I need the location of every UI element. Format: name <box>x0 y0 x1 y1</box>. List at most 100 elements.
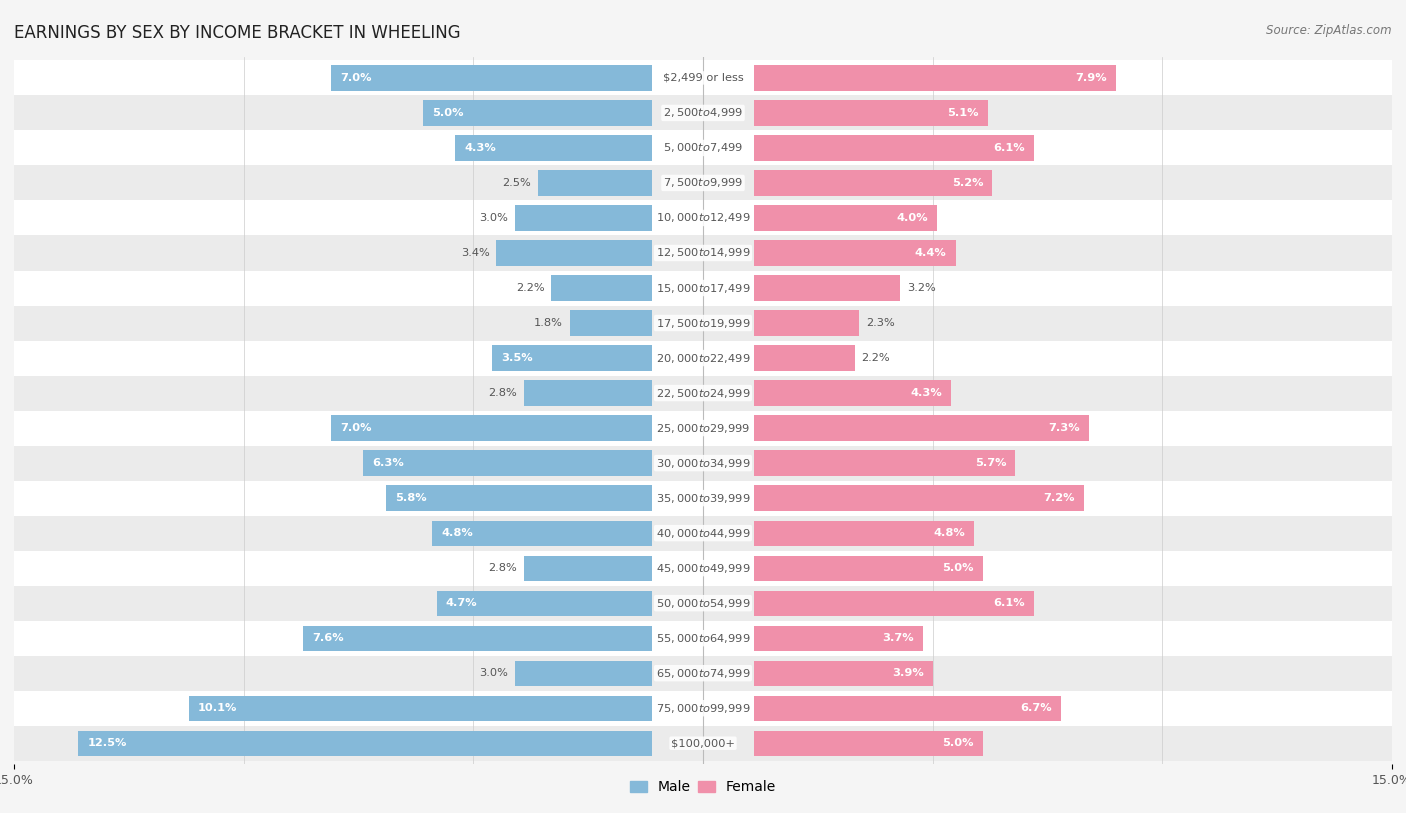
Bar <box>754 380 950 406</box>
Bar <box>754 346 855 371</box>
Text: 5.1%: 5.1% <box>948 108 979 118</box>
Text: $50,000 to $54,999: $50,000 to $54,999 <box>655 597 751 610</box>
Text: $5,000 to $7,499: $5,000 to $7,499 <box>664 141 742 154</box>
Text: 6.1%: 6.1% <box>993 143 1025 153</box>
Text: 5.8%: 5.8% <box>395 493 427 503</box>
Bar <box>754 65 1116 90</box>
Text: $30,000 to $34,999: $30,000 to $34,999 <box>655 457 751 470</box>
Text: 2.8%: 2.8% <box>488 563 517 573</box>
Bar <box>14 95 1392 130</box>
Text: $45,000 to $49,999: $45,000 to $49,999 <box>655 562 751 575</box>
Bar <box>492 346 652 371</box>
Text: 3.0%: 3.0% <box>479 668 508 678</box>
Bar <box>754 731 983 756</box>
Bar <box>188 696 652 721</box>
Bar <box>754 100 988 125</box>
Bar <box>537 171 652 196</box>
Text: 6.3%: 6.3% <box>373 458 404 468</box>
Text: 3.4%: 3.4% <box>461 248 489 258</box>
Bar <box>330 65 652 90</box>
Text: 7.2%: 7.2% <box>1043 493 1076 503</box>
Bar <box>754 206 938 231</box>
Text: $22,500 to $24,999: $22,500 to $24,999 <box>655 386 751 399</box>
Text: $40,000 to $44,999: $40,000 to $44,999 <box>655 527 751 540</box>
Bar <box>14 130 1392 166</box>
Text: 7.3%: 7.3% <box>1047 423 1080 433</box>
Text: $2,499 or less: $2,499 or less <box>662 73 744 83</box>
Bar <box>437 590 652 615</box>
Text: 7.0%: 7.0% <box>340 423 371 433</box>
Bar <box>304 625 652 650</box>
Text: 7.6%: 7.6% <box>312 633 344 643</box>
Bar <box>754 450 1015 476</box>
Bar <box>754 590 1033 615</box>
Bar <box>754 485 1084 511</box>
Bar <box>14 691 1392 726</box>
Bar <box>363 450 652 476</box>
Bar <box>515 661 652 686</box>
Bar <box>432 520 652 546</box>
Text: 5.0%: 5.0% <box>432 108 464 118</box>
Text: $10,000 to $12,499: $10,000 to $12,499 <box>655 211 751 224</box>
Bar <box>14 166 1392 201</box>
Bar <box>524 380 652 406</box>
Text: $2,500 to $4,999: $2,500 to $4,999 <box>664 107 742 120</box>
Bar <box>754 276 900 301</box>
Text: 2.8%: 2.8% <box>488 388 517 398</box>
Bar <box>387 485 652 511</box>
Text: 4.3%: 4.3% <box>910 388 942 398</box>
Text: 4.4%: 4.4% <box>915 248 946 258</box>
Text: 5.0%: 5.0% <box>942 563 974 573</box>
Bar <box>754 171 993 196</box>
Bar <box>14 655 1392 691</box>
Bar <box>14 480 1392 515</box>
Text: 4.8%: 4.8% <box>441 528 472 538</box>
Bar <box>14 585 1392 620</box>
Bar <box>330 415 652 441</box>
Text: $15,000 to $17,499: $15,000 to $17,499 <box>655 281 751 294</box>
Text: Source: ZipAtlas.com: Source: ZipAtlas.com <box>1267 24 1392 37</box>
Bar <box>496 241 652 266</box>
Text: 10.1%: 10.1% <box>198 703 238 713</box>
Legend: Male, Female: Male, Female <box>624 775 782 800</box>
Text: 5.2%: 5.2% <box>952 178 983 188</box>
Text: 3.2%: 3.2% <box>907 283 936 293</box>
Bar <box>14 411 1392 446</box>
Bar <box>14 550 1392 585</box>
Bar <box>456 135 652 160</box>
Bar <box>14 726 1392 761</box>
Text: 12.5%: 12.5% <box>87 738 127 748</box>
Text: $100,000+: $100,000+ <box>671 738 735 748</box>
Bar <box>754 625 924 650</box>
Text: 2.2%: 2.2% <box>516 283 544 293</box>
Text: 4.0%: 4.0% <box>897 213 928 223</box>
Bar <box>423 100 652 125</box>
Text: 7.9%: 7.9% <box>1076 73 1107 83</box>
Text: 2.2%: 2.2% <box>862 353 890 363</box>
Text: 1.8%: 1.8% <box>534 318 562 328</box>
Bar <box>14 446 1392 480</box>
Bar <box>754 311 859 336</box>
Text: 6.7%: 6.7% <box>1021 703 1052 713</box>
Text: $12,500 to $14,999: $12,500 to $14,999 <box>655 246 751 259</box>
Text: $20,000 to $22,499: $20,000 to $22,499 <box>655 351 751 364</box>
Text: 3.0%: 3.0% <box>479 213 508 223</box>
Bar <box>14 341 1392 376</box>
Bar <box>754 135 1033 160</box>
Bar <box>14 376 1392 411</box>
Text: $25,000 to $29,999: $25,000 to $29,999 <box>655 422 751 435</box>
Text: 4.7%: 4.7% <box>446 598 478 608</box>
Bar <box>14 515 1392 550</box>
Text: 5.0%: 5.0% <box>942 738 974 748</box>
Text: 5.7%: 5.7% <box>974 458 1007 468</box>
Bar <box>524 555 652 580</box>
Bar <box>754 661 932 686</box>
Text: $7,500 to $9,999: $7,500 to $9,999 <box>664 176 742 189</box>
Bar <box>14 236 1392 271</box>
Text: 2.5%: 2.5% <box>502 178 531 188</box>
Text: $17,500 to $19,999: $17,500 to $19,999 <box>655 316 751 329</box>
Text: 3.5%: 3.5% <box>501 353 533 363</box>
Bar <box>79 731 652 756</box>
Text: 7.0%: 7.0% <box>340 73 371 83</box>
Text: 4.8%: 4.8% <box>934 528 965 538</box>
